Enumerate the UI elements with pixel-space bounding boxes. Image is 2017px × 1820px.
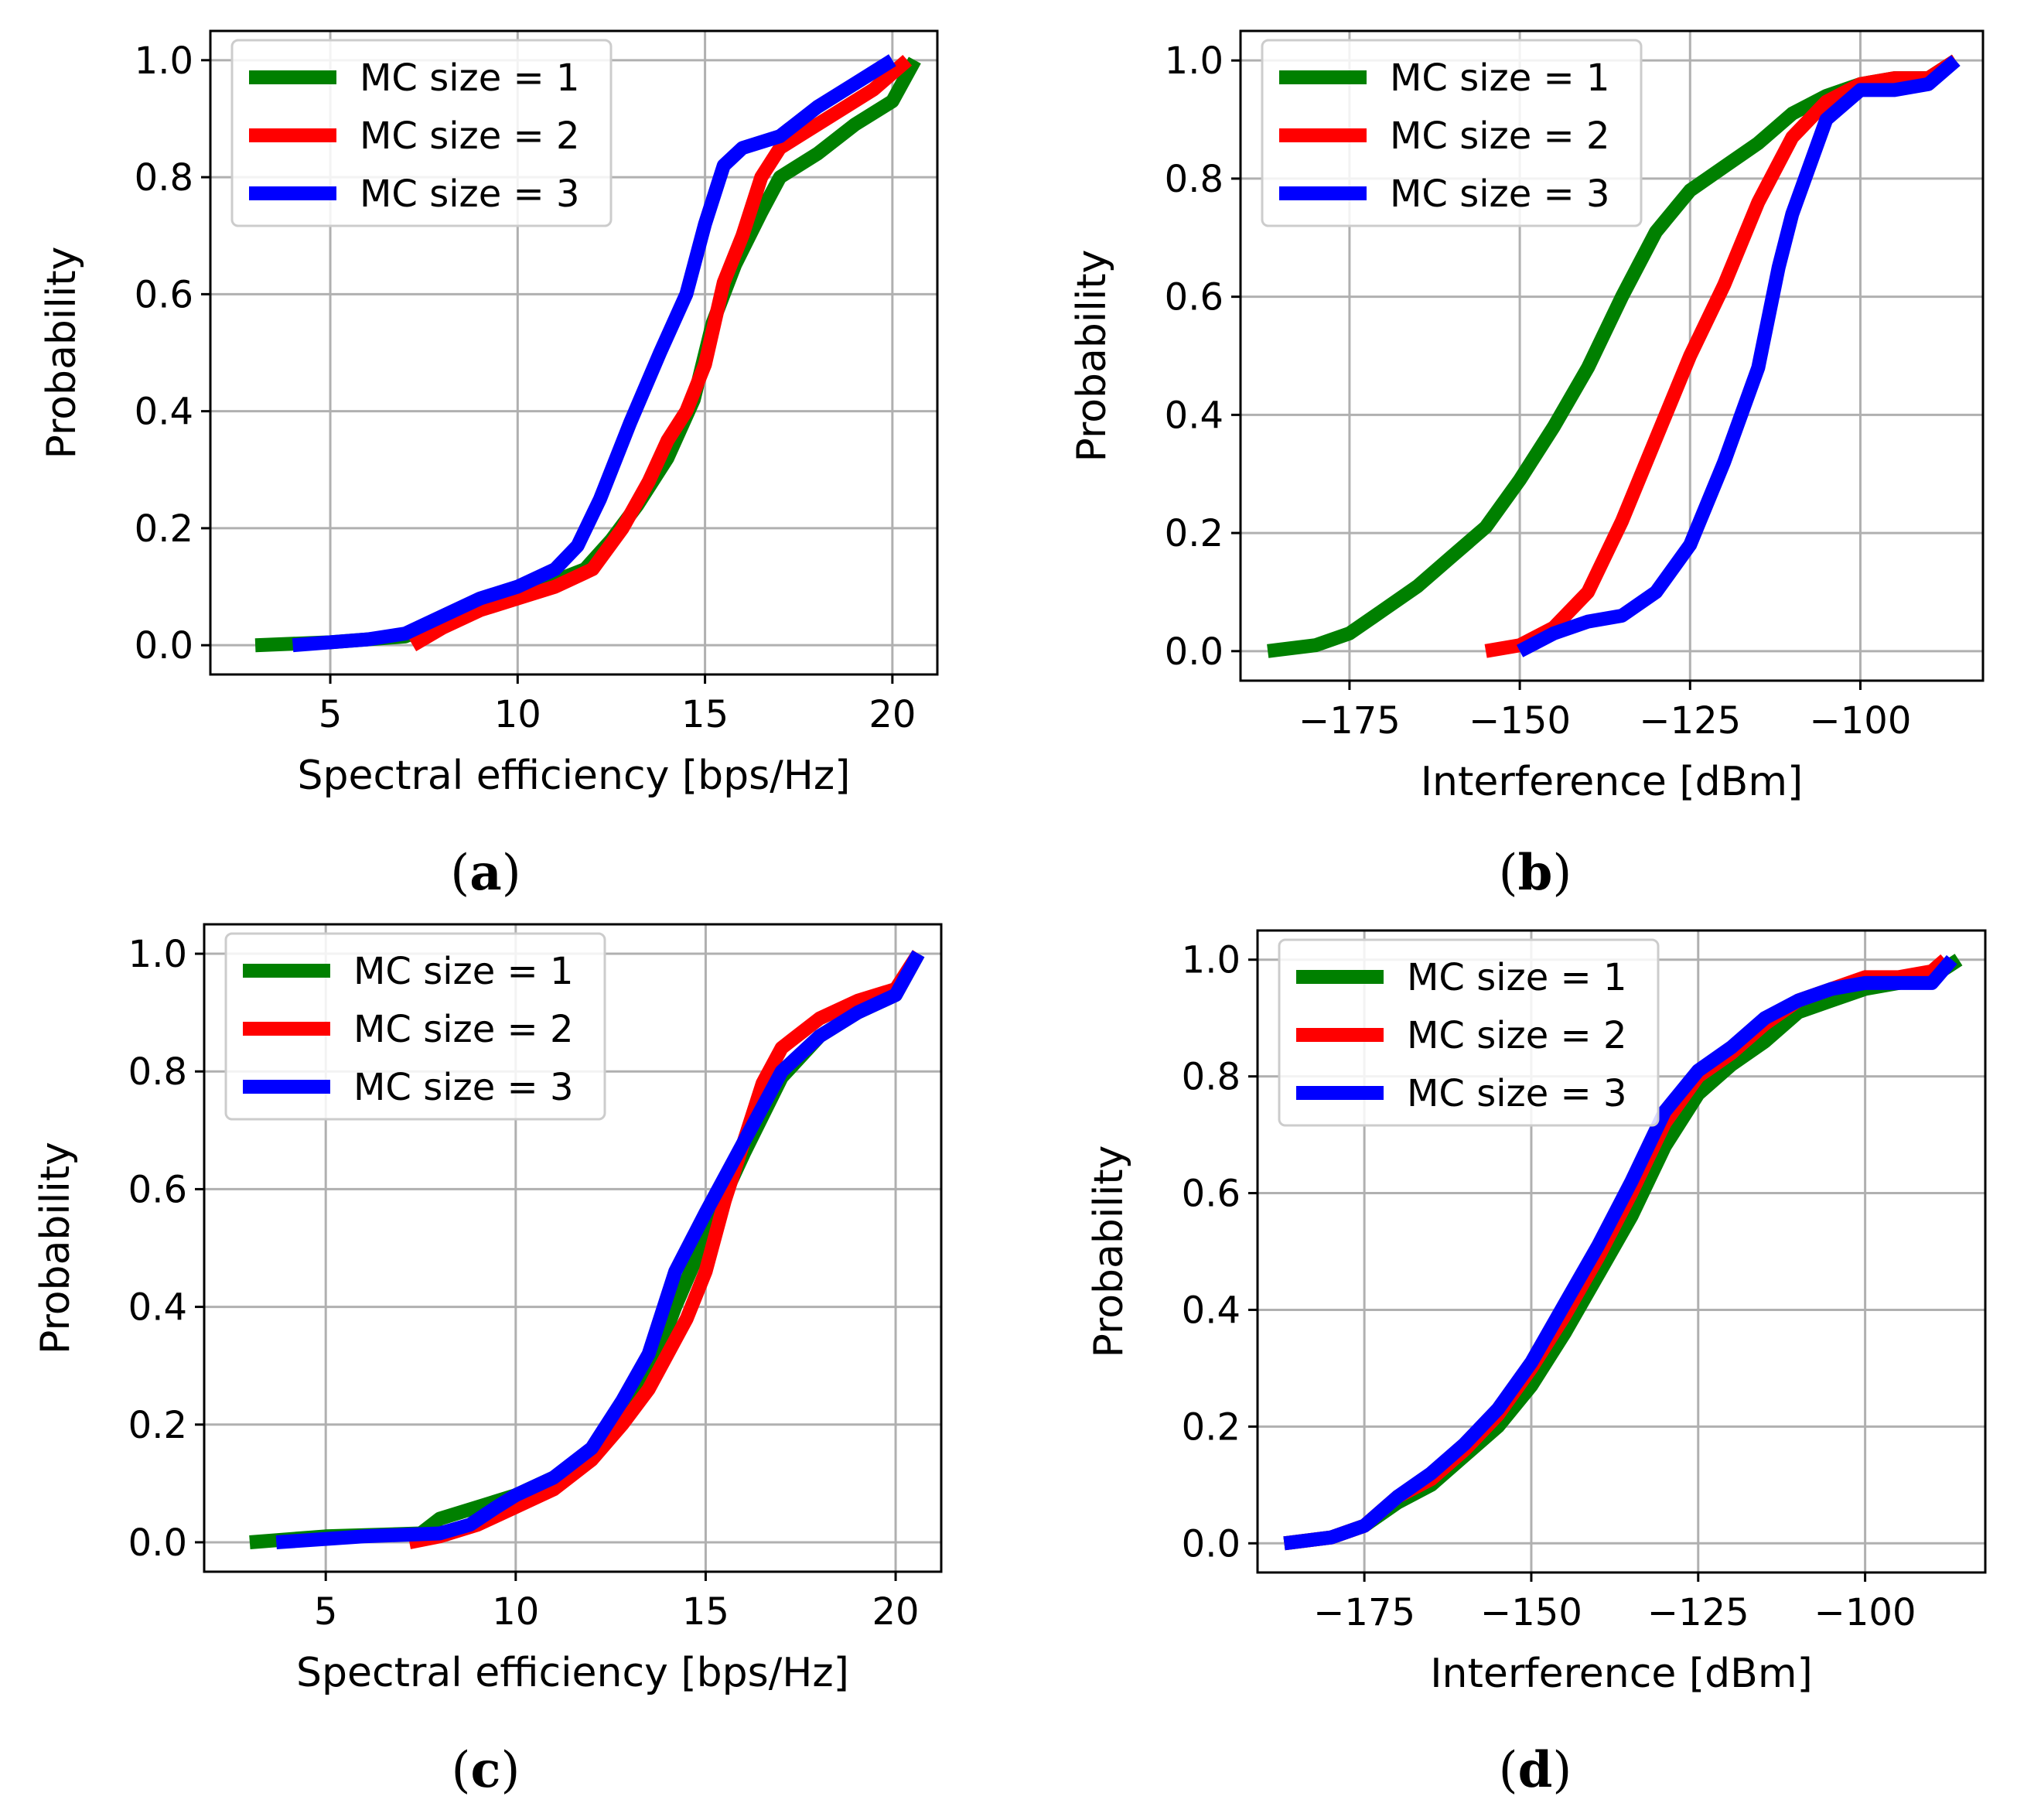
x-tick-label: 20 [869, 693, 916, 736]
legend-label: MC size = 2 [1407, 1014, 1627, 1057]
x-tick-label: 5 [319, 693, 343, 736]
y-tick-label: 1.0 [128, 933, 187, 976]
plot-frame [1256, 929, 1987, 1574]
legend-label: MC size = 1 [1390, 56, 1610, 100]
x-axis-label: Spectral efficiency [bps/Hz] [298, 753, 851, 799]
y-tick-label: 0.0 [1165, 630, 1224, 674]
y-tick-label: 1.0 [1165, 39, 1224, 83]
y-axis-label: Probability [1069, 250, 1115, 463]
y-tick-label: 0.0 [135, 624, 193, 668]
y-tick-label: 0.6 [128, 1168, 187, 1211]
y-tick-label: 0.6 [135, 273, 193, 316]
legend-label: MC size = 3 [1407, 1072, 1627, 1115]
series-line-3 [275, 950, 925, 1549]
y-tick-label: 0.6 [1182, 1173, 1241, 1216]
panel-caption: (c) [452, 1741, 520, 1799]
y-tick-label: 0.8 [1165, 158, 1224, 201]
series-line-2 [409, 54, 913, 651]
series-line-3 [292, 54, 896, 653]
y-tick-label: 0.2 [128, 1404, 187, 1447]
legend-label: MC size = 3 [360, 172, 580, 216]
legend-box [1261, 39, 1643, 227]
y-tick-label: 0.8 [135, 156, 193, 200]
y-tick-label: 0.4 [128, 1286, 187, 1330]
legend-box [1278, 938, 1660, 1127]
y-tick-label: 0.8 [128, 1050, 187, 1094]
y-tick-label: 0.2 [135, 507, 193, 551]
legend-box [230, 39, 613, 227]
series-line-2 [1484, 54, 1960, 658]
x-tick-label: 10 [494, 693, 541, 736]
y-axis-label: Probability [32, 1142, 79, 1354]
y-tick-label: 0.6 [1165, 276, 1224, 319]
y-axis-label: Probability [1086, 1146, 1132, 1358]
series-group [1267, 54, 1961, 658]
series-line-2 [408, 950, 925, 1549]
x-tick-label: 5 [314, 1590, 338, 1634]
x-tick-label: 10 [492, 1590, 539, 1634]
legend-label: MC size = 2 [360, 114, 580, 158]
plot-frame [1239, 29, 1985, 682]
legend-label: MC size = 3 [1390, 172, 1610, 216]
x-tick-label: −125 [1639, 699, 1741, 743]
legend-label: MC size = 1 [1407, 956, 1627, 999]
x-axis-label: Spectral efficiency [bps/Hz] [296, 1650, 849, 1696]
y-tick-label: 0.0 [128, 1521, 187, 1565]
x-tick-label: −150 [1480, 1591, 1582, 1634]
x-axis-label: Interference [dBm] [1430, 1651, 1813, 1697]
legend: MC size = 1 MC size = 2 MC size = 3 [1278, 938, 1660, 1127]
x-tick-label: −100 [1810, 699, 1912, 743]
x-axis-label: Interference [dBm] [1421, 759, 1804, 805]
panel-caption: (a) [450, 844, 520, 902]
chart-panel: −175 −150 −125 −100 0.0 0.2 0.4 0.6 0.8 1.0 Interf… [1086, 929, 1987, 1799]
panel-caption: (d) [1499, 1741, 1572, 1799]
legend: MC size = 1 MC size = 2 MC size = 3 [230, 39, 613, 227]
series-group [254, 54, 921, 653]
y-tick-label: 0.4 [135, 391, 193, 434]
plot-frame [209, 29, 939, 676]
x-tick-label: 15 [682, 1590, 729, 1634]
y-tick-label: 0.4 [1165, 394, 1224, 437]
x-tick-label: −175 [1299, 699, 1401, 743]
x-tick-label: −150 [1469, 699, 1571, 743]
x-tick-label: 15 [681, 693, 729, 736]
y-tick-label: 0.0 [1182, 1522, 1241, 1566]
y-axis-label: Probability [39, 247, 85, 459]
series-line-3 [1283, 954, 1957, 1551]
y-tick-label: 0.4 [1182, 1289, 1241, 1332]
chart-panel: −175 −150 −125 −100 0.0 0.2 0.4 0.6 0.8 1.0 Interf… [1069, 29, 1985, 902]
legend-label: MC size = 2 [1390, 114, 1610, 158]
legend-label: MC size = 2 [353, 1008, 574, 1051]
legend: MC size = 1 MC size = 2 MC size = 3 [224, 932, 606, 1121]
legend-label: MC size = 1 [353, 950, 574, 993]
y-tick-label: 0.8 [1182, 1056, 1241, 1099]
legend-box [224, 932, 606, 1121]
legend-label: MC size = 3 [353, 1066, 574, 1109]
x-tick-label: 20 [872, 1590, 920, 1634]
y-tick-label: 1.0 [1182, 939, 1241, 982]
series-group [1283, 954, 1963, 1551]
y-tick-label: 0.2 [1165, 512, 1224, 555]
chart-panel: 5 10 15 20 0.0 0.2 0.4 0.6 0.8 1.0 Spectral effici… [39, 29, 939, 902]
x-tick-label: −175 [1313, 1591, 1415, 1634]
series-line-3 [1516, 55, 1961, 657]
series-group [249, 950, 925, 1549]
legend-label: MC size = 1 [360, 56, 580, 100]
y-tick-label: 1.0 [135, 39, 193, 83]
plot-frame [203, 923, 943, 1573]
chart-panel: 5 10 15 20 0.0 0.2 0.4 0.6 0.8 1.0 Spectral effici… [32, 923, 943, 1799]
y-tick-label: 0.2 [1182, 1405, 1241, 1449]
legend: MC size = 1 MC size = 2 MC size = 3 [1261, 39, 1643, 227]
panel-caption: (b) [1499, 844, 1572, 902]
x-tick-label: −100 [1814, 1591, 1916, 1634]
x-tick-label: −125 [1647, 1591, 1749, 1634]
